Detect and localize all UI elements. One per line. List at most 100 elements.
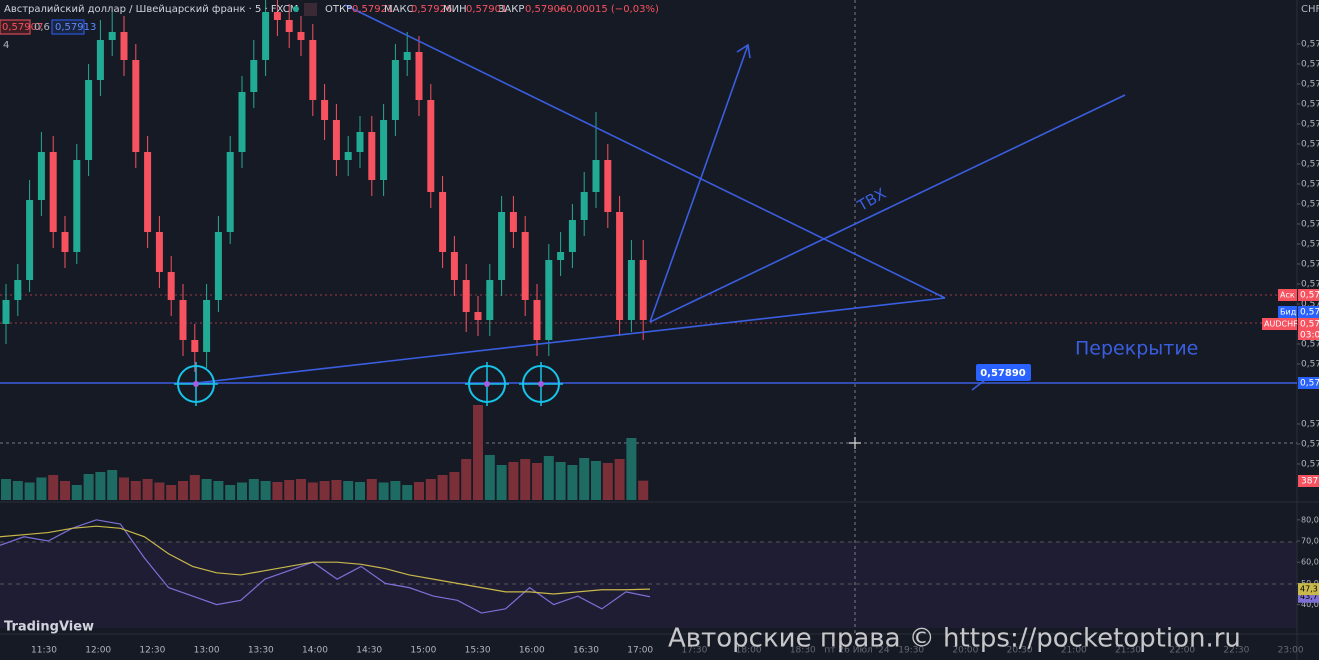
candle-body: [474, 312, 482, 320]
osc-tag: 47,3: [1300, 585, 1318, 594]
y-tick-label: 0,57: [1301, 180, 1319, 190]
volume-bar: [378, 482, 389, 500]
x-tick-label: 19:30: [898, 646, 924, 656]
x-tick-label: 14:00: [302, 646, 328, 656]
sell-button[interactable]: [0, 19, 31, 35]
ohlc-label: МИН: [443, 4, 467, 15]
candle-body: [26, 200, 34, 280]
candle-body: [2, 300, 10, 324]
x-tick-label: 11:30: [31, 646, 57, 656]
marker: [174, 362, 218, 406]
candle-body: [391, 60, 399, 120]
ohlc-value: 0,57926: [411, 4, 452, 15]
y-tick-label: 0,57: [1301, 80, 1319, 90]
trendline: [195, 297, 946, 384]
volume-bar: [154, 482, 165, 500]
tag-box: [1298, 289, 1319, 301]
candle-body: [486, 280, 494, 320]
tag-box: [1262, 318, 1297, 330]
header: Австралийский доллар / Швейцарский франк…: [0, 3, 1319, 51]
candle-body: [37, 152, 45, 200]
volume-bar: [567, 465, 578, 500]
candle-body: [191, 340, 199, 352]
x-tick-label: 15:00: [410, 646, 436, 656]
volume-bar: [296, 479, 306, 500]
candle-body: [61, 232, 69, 252]
y-tick-label: 0,57: [1301, 440, 1319, 450]
volume-bar: [189, 475, 200, 500]
candle-body: [450, 252, 458, 280]
y-tick-label: 0,57: [1301, 420, 1319, 430]
trendline: [649, 94, 1126, 323]
candle-body: [568, 220, 576, 252]
volume-bar: [579, 458, 590, 500]
candle-body: [85, 80, 93, 160]
volume-bar: [1, 479, 11, 500]
volume-bar: [496, 465, 507, 500]
x-tick-label: 22:30: [1223, 646, 1249, 656]
sell-price[interactable]: 0,57907: [2, 22, 43, 33]
osc-line: [0, 525, 651, 595]
volume-bar: [95, 472, 106, 500]
volume-bar: [12, 481, 23, 500]
volume-bar: [638, 480, 649, 500]
candle-body: [73, 160, 81, 252]
brand: TradingView: [4, 620, 94, 635]
candle-body: [226, 152, 234, 232]
candle-body: [167, 272, 175, 300]
volume-bar: [461, 459, 472, 500]
oscillator-band: [0, 542, 1297, 628]
volume-bar: [437, 475, 448, 500]
candle-body: [368, 132, 376, 180]
y-tick-label: 0,57: [1301, 160, 1319, 170]
x-tick-label: 15:30: [465, 646, 491, 656]
x-tick-label: 14:30: [356, 646, 382, 656]
tag-box: [1298, 475, 1319, 487]
tag-box: [1278, 306, 1297, 318]
x-tick-label: 20:30: [1007, 646, 1033, 656]
indicator-count: 4: [3, 40, 9, 51]
currency: CHF: [1301, 4, 1319, 15]
bid-price: 0,57: [1300, 308, 1319, 318]
candle-body: [557, 252, 565, 260]
candle-body: [616, 212, 624, 320]
markers: [174, 362, 563, 406]
tag-box: [1278, 289, 1297, 301]
volume-bar: [602, 463, 613, 500]
osc-tick-label: 80,00: [1301, 515, 1319, 524]
candle-body: [533, 300, 541, 340]
candle-body: [332, 120, 340, 160]
volume-tag: 387: [1301, 477, 1318, 487]
candle-body: [309, 40, 317, 100]
volume-bar: [355, 482, 365, 500]
candle-body: [49, 152, 57, 232]
y-tick-label: 0,57: [1301, 280, 1319, 290]
candle-body: [627, 260, 635, 320]
tag-box: [1298, 306, 1319, 318]
y-tick-label: 0,57: [1301, 140, 1319, 150]
ohlc-label: МАКС: [384, 4, 414, 15]
candle-body: [285, 20, 293, 32]
buy-button[interactable]: [51, 19, 85, 35]
x-tick-label: 16:00: [519, 646, 545, 656]
candle-body: [132, 60, 140, 152]
volume-bar: [248, 479, 259, 500]
x-tick-label: 17:00: [627, 646, 653, 656]
candle-body: [297, 32, 305, 40]
volume-bar: [390, 481, 401, 500]
volume-bar: [142, 479, 153, 500]
volume-bar: [449, 472, 460, 500]
volume-bar: [591, 461, 601, 500]
buy-price[interactable]: 0,57913: [55, 22, 96, 33]
candle-body: [144, 152, 152, 232]
osc-line: [0, 519, 651, 614]
candle-body: [262, 12, 270, 60]
marker: [519, 362, 563, 406]
candle-body: [521, 232, 529, 300]
y-tick-label: 0,57: [1301, 220, 1319, 230]
y-tick-label: 0,57: [1301, 200, 1319, 210]
osc-tag-box: [1298, 583, 1319, 596]
candle-body: [321, 100, 329, 120]
spread: 0,6: [34, 22, 50, 33]
